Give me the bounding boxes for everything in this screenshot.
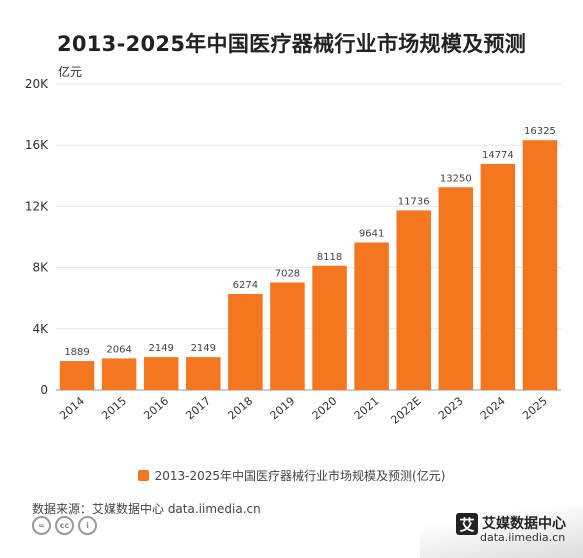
bar <box>480 163 516 390</box>
x-tick-label: 2024 <box>478 394 508 422</box>
x-tick-label: 2023 <box>436 394 466 422</box>
bar <box>312 265 347 390</box>
y-tick-label: 4K <box>32 322 49 336</box>
x-tick-label: 2015 <box>99 394 129 422</box>
bar <box>228 294 263 390</box>
x-tick-label: 2014 <box>57 394 87 422</box>
data-label: 1889 <box>64 347 89 358</box>
data-label: 2064 <box>106 344 131 355</box>
source-note: 数据来源：艾媒数据中心 data.iimedia.cn <box>32 502 261 516</box>
y-tick-label: 0 <box>40 383 48 397</box>
y-unit-label: 亿元 <box>58 64 82 79</box>
data-label: 13250 <box>440 173 472 184</box>
x-tick-label: 2016 <box>141 394 171 422</box>
data-label: 7028 <box>275 268 300 279</box>
x-tick-label: 2019 <box>268 394 298 422</box>
bar <box>186 357 221 390</box>
bar <box>59 361 95 390</box>
nd-license-icon: = <box>32 516 51 535</box>
bar-chart: 0 4K 8K 12K 16K 20K 亿元 1889 2014 2064 2015 2149 2016… <box>25 64 561 427</box>
bar <box>143 357 179 390</box>
data-label: 8118 <box>317 252 342 263</box>
brand-url: data.iimedia.cn <box>480 531 566 544</box>
data-label: 9641 <box>359 228 384 239</box>
y-tick-label: 16K <box>25 138 49 152</box>
y-tick-label: 12K <box>25 199 49 213</box>
bar <box>396 210 431 390</box>
y-tick-label: 20K <box>25 77 49 91</box>
data-label: 6274 <box>233 280 258 291</box>
data-label: 14774 <box>482 150 514 161</box>
x-tick-label: 2017 <box>183 394 213 422</box>
chart-title: 2013-2025年中国医疗器械行业市场规模及预测 <box>56 32 527 56</box>
brand-logo: 艾 <box>456 513 478 535</box>
bar <box>270 282 305 390</box>
brand-name: 艾媒数据中心 <box>482 516 566 532</box>
y-tick-label: 8K <box>32 261 49 275</box>
by-license-icon: i <box>78 516 97 535</box>
bar <box>101 358 137 390</box>
data-label: 16325 <box>524 126 556 137</box>
license-icons: = cc i <box>32 516 97 535</box>
data-label: 2149 <box>148 343 173 354</box>
bar <box>438 187 474 390</box>
x-tick-label: 2020 <box>310 394 340 422</box>
legend-swatch <box>137 470 149 481</box>
cc-license-icon: cc <box>55 516 74 535</box>
x-tick-label: 2021 <box>352 394 382 422</box>
bar <box>354 242 389 390</box>
x-tick-label: 2025 <box>520 394 550 422</box>
x-tick-label: 2018 <box>225 394 255 422</box>
x-tick-label: 2022E <box>389 394 424 426</box>
data-label: 2149 <box>191 343 216 354</box>
data-label: 11736 <box>398 196 430 207</box>
legend: 2013-2025年中国医疗器械行业市场规模及预测(亿元) <box>0 467 583 484</box>
legend-label: 2013-2025年中国医疗器械行业市场规模及预测(亿元) <box>154 469 446 483</box>
brand-band <box>420 506 583 558</box>
bar <box>522 140 558 390</box>
